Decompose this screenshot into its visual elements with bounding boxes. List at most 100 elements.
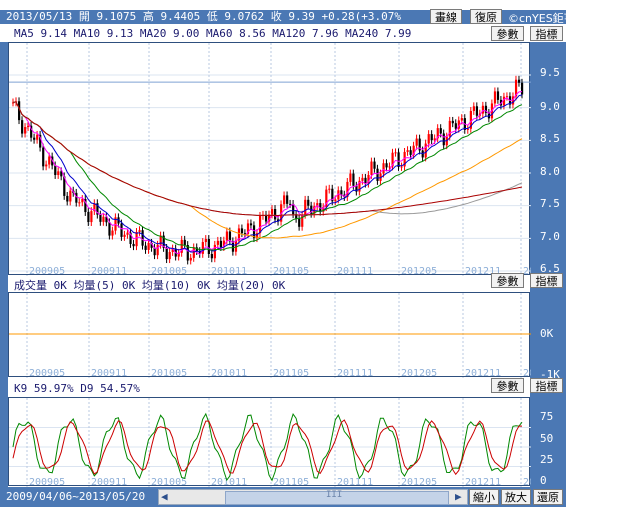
reset-zoom-button[interactable]: 還原	[533, 489, 563, 505]
candle-body	[162, 235, 165, 248]
candle-body	[66, 195, 69, 202]
candle-body	[301, 214, 304, 227]
ma240-line	[12, 101, 523, 217]
price-x-tick: 201011	[211, 266, 247, 276]
candle-body	[129, 232, 132, 244]
price-panel[interactable]: 200905 200911 201005 201011 201105 201111 2012…	[8, 42, 531, 276]
volume-x-tick: 201111	[337, 368, 373, 378]
candle-body	[54, 165, 57, 176]
candle-body	[430, 134, 433, 141]
candle-body	[406, 150, 409, 152]
candle-body	[328, 188, 331, 190]
candle-body	[156, 244, 159, 256]
candle-body	[367, 174, 370, 184]
price-x-tick: 200905	[29, 266, 65, 276]
candle-body	[334, 199, 337, 202]
volume-info-bar: 成交量 0K 均量(5) 0K 均量(10) 0K 均量(20) 0K	[8, 276, 530, 292]
candle-body	[90, 211, 93, 223]
candle-body	[283, 195, 286, 205]
price-y-tick: 8.0	[540, 165, 560, 178]
zoom-in-button[interactable]: 放大	[501, 489, 531, 505]
candle-body	[286, 195, 289, 204]
candle-body	[255, 233, 259, 239]
restore-button[interactable]: 復原	[470, 9, 502, 24]
candle-body	[493, 91, 497, 104]
candle-body	[397, 152, 400, 167]
kd-indicator-button[interactable]: 指標	[530, 378, 563, 393]
candle-body	[75, 192, 78, 203]
candle-body	[361, 177, 364, 181]
candle-body	[231, 241, 235, 252]
candle-body	[42, 147, 45, 167]
kd-chart: 200905 200911 201005 201011 201105 201111 2012…	[9, 398, 531, 487]
candle-body	[391, 152, 394, 167]
kd-param-button[interactable]: 參數	[491, 378, 524, 393]
candle-body	[165, 247, 168, 260]
kd-x-tick: 201211	[465, 477, 501, 487]
candle-body	[87, 212, 90, 223]
candle-body	[153, 247, 156, 256]
time-scrollbar[interactable]: ◀ III ▶	[158, 489, 468, 505]
candle-body	[466, 128, 469, 130]
candle-body	[84, 198, 87, 213]
volume-param-button[interactable]: 參數	[491, 273, 524, 288]
kd-y-tick: 50	[540, 432, 554, 445]
candle-body	[213, 244, 216, 259]
candle-body	[201, 242, 204, 254]
candle-body	[147, 242, 150, 250]
scroll-left-arrow-icon[interactable]: ◀	[161, 490, 168, 503]
candle-body	[36, 134, 39, 140]
candle-body	[382, 163, 385, 174]
candle-body	[475, 106, 479, 116]
candle-body	[409, 150, 412, 155]
candle-body	[33, 137, 36, 140]
candle-body	[168, 252, 171, 260]
candle-body	[511, 96, 515, 105]
candle-body	[472, 106, 475, 111]
candle-body	[141, 230, 144, 246]
candle-body	[126, 232, 129, 235]
candle-body	[258, 215, 262, 234]
candle-body	[222, 240, 226, 248]
price-y-tick: 9.5	[540, 66, 560, 79]
indicator-button[interactable]: 指標	[530, 26, 563, 41]
candle-body	[436, 128, 439, 139]
candle-body	[517, 79, 521, 83]
date-range-label: 2009/04/06~2013/05/20	[6, 490, 146, 503]
volume-x-tick: 2013	[523, 368, 531, 378]
candle-body	[457, 120, 460, 129]
volume-indicator-button[interactable]: 指標	[530, 273, 563, 288]
candle-body	[171, 248, 174, 253]
candle-body	[427, 134, 430, 144]
zoom-out-button[interactable]: 縮小	[469, 489, 499, 505]
candle-body	[307, 199, 310, 206]
price-x-tick: 201005	[151, 266, 187, 276]
scroll-right-arrow-icon[interactable]: ▶	[455, 490, 462, 503]
candle-body	[78, 202, 81, 204]
volume-panel[interactable]: 200905 200911 201005 201011 201105 201111 2012…	[8, 292, 531, 378]
candle-body	[120, 223, 123, 237]
kd-panel[interactable]: 200905 200911 201005 201011 201105 201111 2012…	[8, 397, 531, 487]
candle-body	[81, 198, 84, 203]
ma120-line	[12, 101, 523, 217]
candle-body	[60, 171, 63, 177]
candle-body	[274, 208, 277, 220]
candle-body	[424, 143, 427, 158]
kd-x-tick: 2013	[523, 477, 531, 487]
volume-y-tick: -1K	[540, 368, 560, 381]
candle-body	[313, 206, 316, 214]
candle-body	[403, 151, 406, 167]
candle-body	[349, 173, 352, 182]
candle-body	[448, 120, 451, 137]
ma20-line	[12, 101, 523, 251]
candle-body	[352, 173, 355, 186]
candle-body	[415, 138, 418, 146]
candle-body	[484, 105, 488, 113]
volume-x-tick: 201105	[273, 368, 309, 378]
candle-body	[159, 235, 162, 245]
candle-body	[442, 133, 445, 146]
draw-line-button[interactable]: 畫線	[430, 9, 462, 24]
param-button[interactable]: 參數	[491, 26, 524, 41]
scroll-thumb[interactable]: III	[225, 490, 449, 505]
candle-body	[99, 214, 102, 222]
